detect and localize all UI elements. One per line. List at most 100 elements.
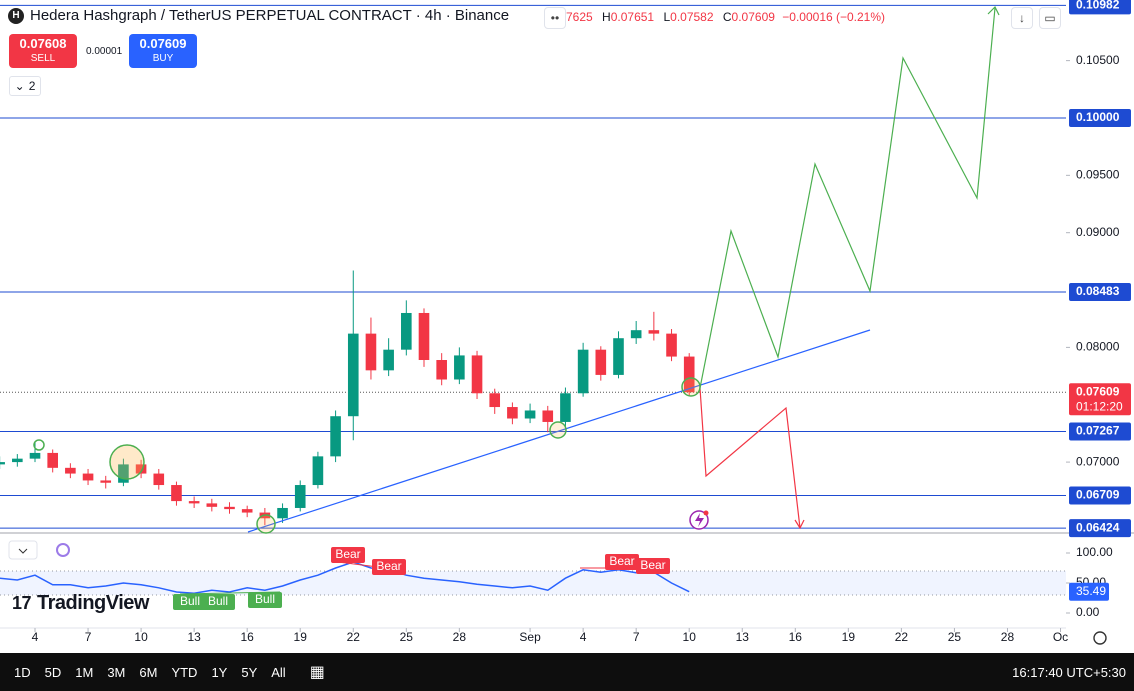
candle-body: [401, 312, 412, 350]
countdown-label: 01:12:20: [1076, 399, 1123, 413]
settings-icon[interactable]: [1093, 631, 1107, 645]
candle-body: [418, 312, 430, 361]
last-price-bg: [1069, 383, 1131, 416]
candle-body: [347, 333, 359, 417]
signal-bg: [636, 558, 670, 574]
symbol-title[interactable]: Hedera Hashgraph / TetherUS PERPETUAL CO…: [30, 7, 510, 24]
candle-body: [100, 480, 112, 483]
sell-label: SELL: [30, 53, 56, 64]
y-tick-label: 0.09500: [1076, 168, 1120, 182]
buy-price: 0.07609: [139, 36, 187, 51]
candle-body: [666, 333, 677, 357]
signal-label: Bear: [609, 554, 634, 568]
candle-body: [489, 393, 501, 408]
down-button[interactable]: ↓: [1011, 7, 1033, 29]
spread: 0.00001: [86, 46, 123, 57]
date-range-icon[interactable]: ▦: [309, 664, 325, 681]
y-tick-label: 0.10500: [1076, 53, 1120, 67]
plot-layer: [0, 270, 695, 594]
level-label: 0.07267: [1076, 424, 1120, 438]
level-label: 0.10982: [1076, 0, 1120, 12]
candle-body: [560, 393, 571, 422]
signal-label: Bear: [640, 558, 665, 572]
trend-line: [247, 329, 871, 533]
candle-body: [312, 456, 324, 486]
x-tick-label: 28: [1001, 630, 1015, 644]
range-button[interactable]: 3M: [107, 664, 126, 680]
range-button[interactable]: YTD: [171, 664, 198, 680]
bullish-projection: [699, 7, 996, 389]
candle-body: [65, 467, 76, 474]
marker-circle: [33, 439, 45, 451]
x-tick-label: 4: [580, 630, 587, 644]
more-button[interactable]: ••: [544, 7, 566, 29]
collapse-button[interactable]: [8, 540, 38, 560]
sell-button[interactable]: 0.07608 SELL: [9, 34, 77, 68]
level-label-bg: [1069, 422, 1131, 441]
x-tick-label: 7: [85, 630, 92, 644]
signal-bg: [372, 559, 406, 575]
signal-label: Bull: [208, 594, 228, 608]
ohlc-change: −0.00016 (−0.21%): [782, 10, 886, 24]
indicator-value-label: 35.49: [1076, 584, 1106, 598]
candle-body: [29, 452, 41, 459]
candle-body: [224, 506, 235, 510]
indicator-icon[interactable]: [56, 543, 70, 557]
ohlc-value: 0.07582: [670, 10, 714, 24]
x-tick-label: 7: [633, 630, 640, 644]
candle-body: [47, 452, 58, 468]
last-price-label: 0.07609: [1076, 384, 1120, 398]
level-label: 0.06709: [1076, 488, 1120, 502]
ohlc-value: 0.07651: [610, 10, 655, 24]
candle-body: [153, 473, 165, 486]
ohlc: 7625 H0.07651 L0.07582 C0.07609 −0.00016…: [566, 10, 885, 24]
indicator-value-bg: [1069, 582, 1109, 601]
range-button[interactable]: 1M: [75, 664, 94, 680]
range-button[interactable]: 5D: [44, 664, 62, 680]
x-tick-label: 19: [842, 630, 856, 644]
range-button[interactable]: 5Y: [241, 664, 258, 680]
candle-body: [0, 462, 5, 465]
signal-label: Bear: [376, 559, 401, 573]
x-tick-label: 25: [400, 630, 414, 644]
signal-bg: [248, 592, 282, 608]
marker-circle: [549, 421, 567, 439]
range-button[interactable]: 6M: [139, 664, 158, 680]
level-label: 0.08483: [1076, 284, 1120, 298]
level-label-bg: [1069, 519, 1131, 538]
candle-body: [507, 407, 518, 419]
x-tick-label: Oc: [1053, 630, 1068, 644]
signal-bg: [605, 554, 639, 570]
level-label-bg: [1069, 108, 1131, 127]
x-tick-label: 4: [32, 630, 39, 644]
range-button[interactable]: 1Y: [211, 664, 228, 680]
candle-body: [365, 333, 377, 371]
candle-body: [630, 330, 642, 339]
ohlc-label: H: [602, 10, 611, 24]
grid-layer: 0.10500 0.09500 0.09000 0.08000 0.07000 4 7 10 1…: [0, 4, 1120, 644]
sell-price: 0.07608: [19, 36, 67, 51]
fullscreen-button[interactable]: ▭: [1039, 7, 1061, 29]
x-tick-label: Sep: [519, 630, 541, 644]
x-tick-label: 28: [453, 630, 467, 644]
level-label: 0.06424: [1076, 520, 1120, 534]
ohlc-label: L: [663, 10, 671, 24]
candle-body: [135, 464, 147, 474]
candle-body: [683, 356, 695, 393]
ohlc-value: 0.07609: [731, 10, 775, 24]
x-tick-label: 25: [948, 630, 962, 644]
y-tick-label: 0.09000: [1076, 225, 1120, 239]
x-tick-label: 19: [294, 630, 308, 644]
marker-circle: [109, 444, 145, 480]
signal-bg: [173, 594, 207, 610]
marker-circle: [681, 377, 701, 397]
level-label-bg: [1069, 486, 1131, 505]
projection-arrow: [794, 519, 805, 530]
buy-button[interactable]: 0.07609 BUY: [129, 34, 197, 68]
indicators-toggle[interactable]: ⌄ 2: [9, 76, 41, 96]
candle-body: [613, 338, 624, 375]
range-button[interactable]: All: [271, 664, 286, 680]
range-button[interactable]: 1D: [14, 664, 31, 680]
indicator-line: [0, 561, 690, 594]
